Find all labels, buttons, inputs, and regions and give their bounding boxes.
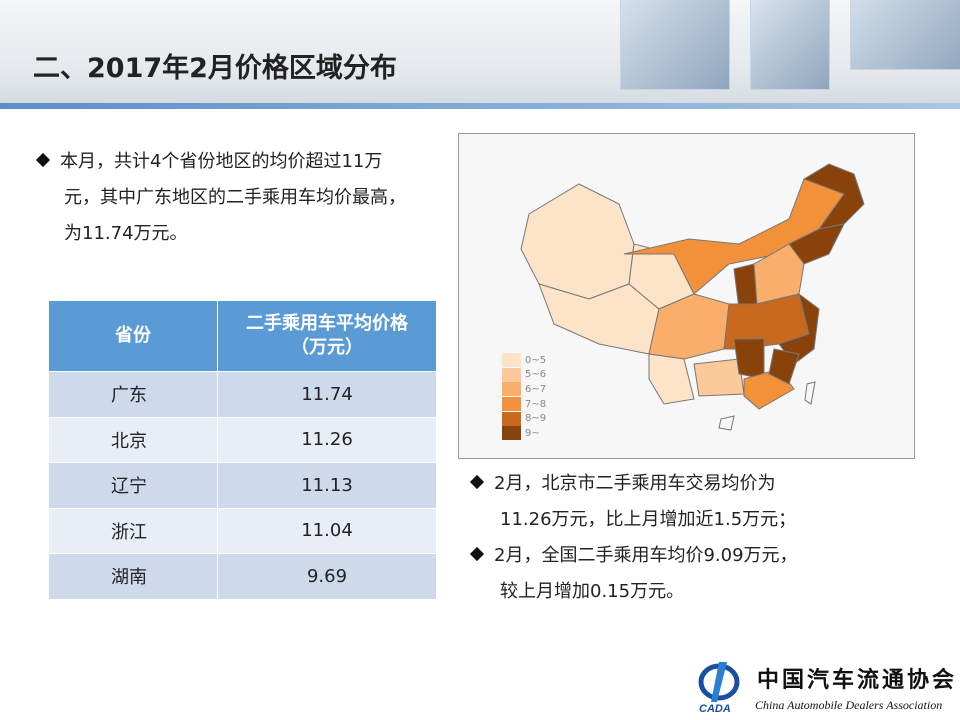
table-row: 广东 11.74 — [48, 371, 437, 418]
header-price: 二手乘用车平均价格 （万元） — [217, 300, 437, 372]
legend-item: 7~8 — [502, 397, 546, 412]
region-xinjiang — [520, 183, 635, 300]
region-fujian — [768, 348, 800, 385]
province-cell: 北京 — [48, 416, 218, 463]
notes-bullets: 2月，北京市二手乘用车交易均价为 11.26万元，比上月增加近1.5万元； 2月… — [469, 466, 912, 610]
cada-logo: CADA 中国汽车流通协会 China Automobile Dealers A… — [697, 654, 957, 715]
legend-swatch — [502, 382, 521, 397]
region-yunnan — [648, 353, 695, 405]
legend-swatch — [502, 397, 521, 412]
header-divider — [0, 103, 960, 109]
header-decoration — [600, 0, 960, 103]
legend-label: 8~9 — [525, 413, 547, 425]
note-line: 2月，全国二手乘用车均价9.09万元， — [494, 545, 798, 566]
legend-item: 8~9 — [502, 411, 546, 426]
diamond-bullet-icon — [469, 546, 485, 562]
price-table: 省份 二手乘用车平均价格 （万元） 广东 11.74 北京 11.26 辽宁 11.13… — [48, 300, 437, 600]
province-cell: 广东 — [48, 371, 218, 418]
region-guangxi — [693, 358, 745, 397]
province-cell: 湖南 — [48, 553, 218, 600]
legend-swatch — [502, 411, 521, 426]
region-hunan — [733, 338, 765, 380]
note-line: 2月，北京市二手乘用车交易均价为 — [494, 473, 776, 494]
legend-swatch — [502, 353, 521, 368]
legend-item: 5~6 — [502, 367, 547, 383]
legend-label: 7~8 — [525, 398, 547, 410]
region-heilongjiang — [802, 163, 865, 230]
province-cell: 辽宁 — [48, 462, 218, 509]
table-row: 辽宁 11.13 — [48, 462, 437, 509]
summary-bullet: 本月，共计4个省份地区的均价超过11万 元，其中广东地区的二手乘用车均价最高， … — [35, 144, 458, 252]
price-cell: 11.74 — [217, 371, 437, 418]
legend-label: 0~5 — [525, 354, 547, 366]
price-cell: 9.69 — [217, 553, 437, 600]
table-row: 北京 11.26 — [48, 416, 437, 463]
map-legend: 0~5 5~6 6~7 7~8 8~9 9~ — [502, 353, 546, 441]
province-cell: 浙江 — [48, 507, 218, 554]
region-hainan — [718, 415, 735, 431]
legend-swatch — [502, 426, 521, 441]
svg-text:China Automobile Dealers Assoc: China Automobile Dealers Association — [755, 698, 942, 712]
header-price-unit: （万元） — [291, 337, 363, 358]
header-bar — [0, 0, 960, 106]
price-cell: 11.26 — [217, 416, 437, 463]
svg-text:CADA: CADA — [699, 703, 731, 714]
table-row: 湖南 9.69 — [48, 553, 437, 600]
legend-label: 9~ — [525, 427, 540, 439]
header-province: 省份 — [48, 300, 218, 372]
header-price-line: 二手乘用车平均价格 — [246, 313, 408, 334]
china-price-map: 0~5 5~6 6~7 7~8 8~9 9~ — [458, 133, 915, 459]
note-line: 较上月增加0.15万元。 — [500, 581, 685, 602]
legend-swatch — [502, 367, 521, 382]
note-line: 11.26万元，比上月增加近1.5万元； — [500, 509, 797, 530]
price-cell: 11.13 — [217, 462, 437, 509]
summary-line: 为11.74万元。 — [64, 223, 188, 244]
region-taiwan — [804, 381, 816, 405]
diamond-bullet-icon — [35, 152, 51, 168]
table-row: 浙江 11.04 — [48, 507, 437, 554]
legend-item: 9~ — [502, 426, 546, 441]
summary-line: 本月，共计4个省份地区的均价超过11万 — [60, 151, 383, 172]
region-north — [753, 243, 805, 305]
diamond-bullet-icon — [469, 474, 485, 490]
region-shanxi — [733, 263, 758, 310]
table-header: 省份 二手乘用车平均价格 （万元） — [48, 300, 437, 372]
cada-logo-icon: CADA 中国汽车流通协会 China Automobile Dealers A… — [698, 662, 957, 715]
map-svg — [520, 163, 865, 431]
page-title: 二、2017年2月价格区域分布 — [33, 53, 397, 84]
svg-text:中国汽车流通协会: 中国汽车流通协会 — [757, 667, 957, 693]
legend-label: 6~7 — [525, 383, 547, 395]
legend-label: 5~6 — [525, 369, 547, 381]
legend-item: 0~5 — [502, 353, 546, 368]
summary-line: 元，其中广东地区的二手乘用车均价最高， — [64, 187, 406, 208]
price-cell: 11.04 — [217, 507, 437, 554]
legend-item: 6~7 — [502, 382, 546, 397]
